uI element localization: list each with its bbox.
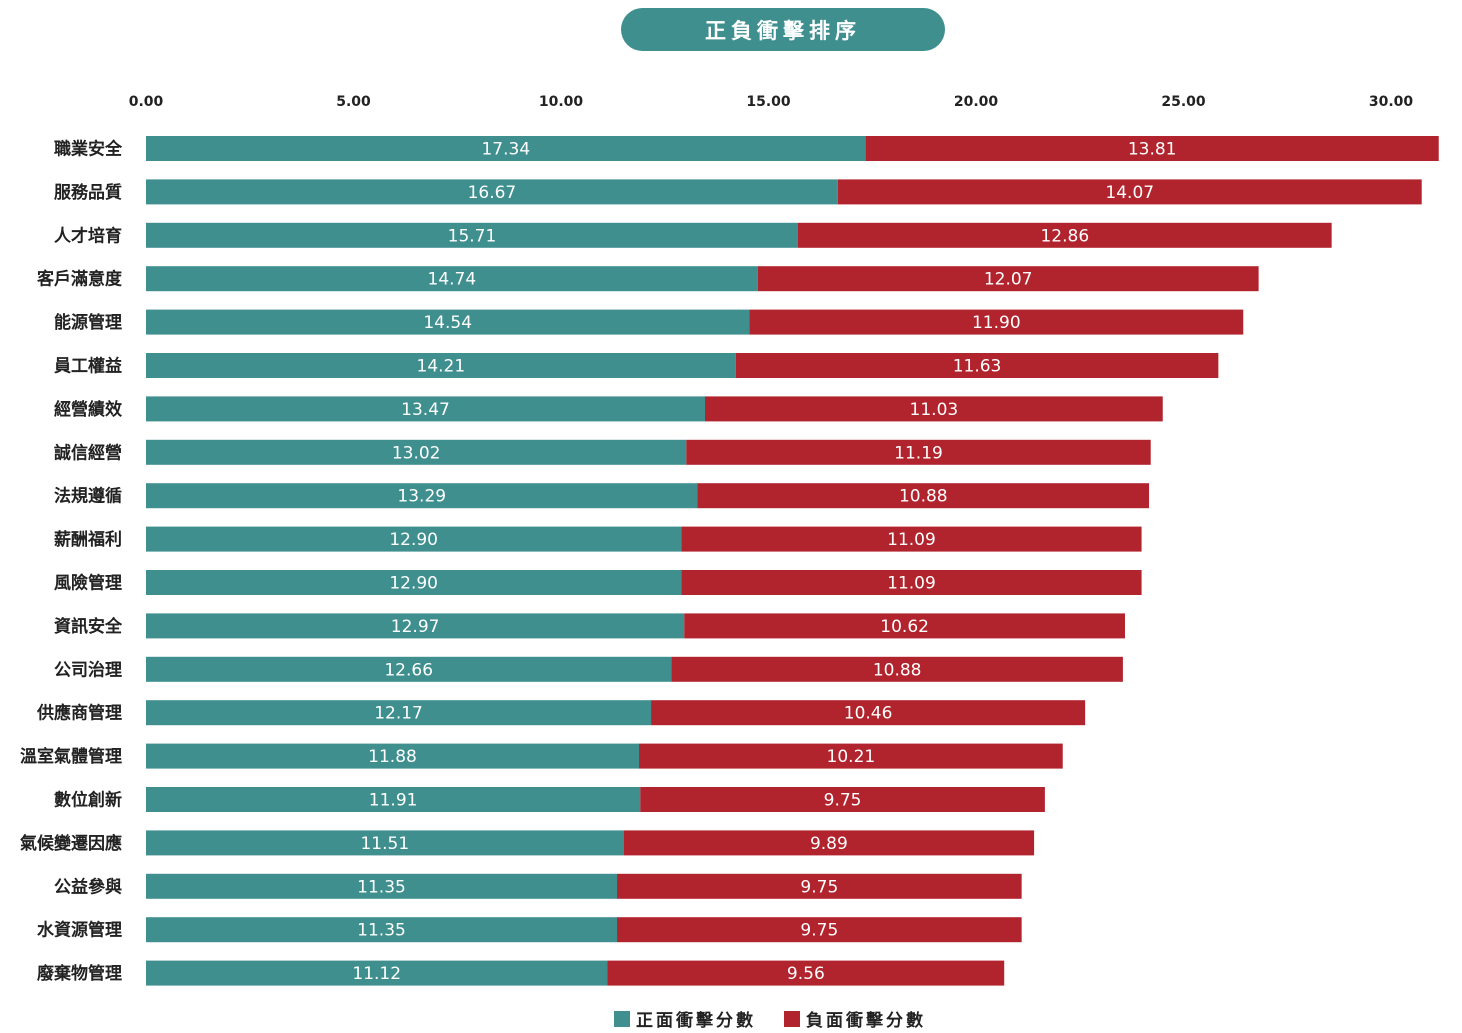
legend-swatch-negative [784, 1011, 800, 1027]
category-label: 公益參與 [54, 876, 122, 897]
data-label-negative: 9.89 [810, 834, 848, 854]
legend-label-negative: 負面衝擊分數 [806, 1006, 926, 1031]
data-label-negative: 10.46 [844, 704, 893, 724]
data-label-positive: 12.66 [384, 660, 433, 680]
category-label: 風險管理 [54, 573, 122, 594]
data-label-negative: 11.19 [894, 443, 943, 463]
category-label: 供應商管理 [36, 703, 122, 724]
stacked-bar-chart: 0.00 5.00 10.00 15.00 20.00 25.00 30.00 職業安全 17.… [0, 0, 1462, 1033]
data-label-negative: 9.56 [787, 964, 825, 984]
data-label-negative: 10.21 [827, 747, 876, 767]
data-label-negative: 14.07 [1105, 183, 1154, 203]
data-label-positive: 17.34 [481, 140, 530, 160]
data-label-negative: 10.88 [899, 487, 948, 507]
data-label-negative: 11.90 [972, 313, 1021, 333]
data-label-positive: 12.97 [391, 617, 440, 637]
x-tick-label: 10.00 [539, 94, 584, 110]
category-label: 員工權益 [53, 356, 122, 377]
data-label-negative: 12.07 [984, 270, 1033, 290]
category-label: 經營績效 [54, 399, 122, 420]
data-label-negative: 13.81 [1128, 140, 1177, 160]
category-label: 氣候變遷因應 [20, 833, 122, 854]
category-label: 薪酬福利 [54, 529, 122, 550]
data-label-positive: 13.29 [397, 487, 446, 507]
category-label: 法規遵循 [54, 486, 122, 507]
data-label-positive: 16.67 [468, 183, 517, 203]
category-label: 職業安全 [54, 139, 123, 160]
category-label: 公司治理 [54, 659, 122, 680]
data-label-positive: 12.17 [374, 704, 423, 724]
legend-item-positive: 正面衝擊分數 [614, 1006, 756, 1031]
data-label-positive: 11.51 [360, 834, 409, 854]
x-tick-label: 0.00 [129, 94, 164, 110]
legend-item-negative: 負面衝擊分數 [784, 1006, 926, 1031]
x-tick-label: 5.00 [336, 94, 371, 110]
data-label-positive: 13.02 [392, 443, 441, 463]
legend-label-positive: 正面衝擊分數 [636, 1006, 756, 1031]
legend: 正面衝擊分數 負面衝擊分數 [614, 1006, 954, 1031]
data-label-positive: 11.35 [357, 877, 406, 897]
x-tick-label: 15.00 [746, 94, 791, 110]
data-label-positive: 14.74 [428, 270, 477, 290]
category-label: 數位創新 [54, 790, 122, 811]
data-label-positive: 12.90 [389, 574, 438, 594]
category-label: 人才培育 [54, 225, 122, 246]
data-label-positive: 11.35 [357, 921, 406, 941]
data-label-negative: 11.03 [910, 400, 959, 420]
x-tick-label: 20.00 [954, 94, 999, 110]
category-label: 客戶滿意度 [36, 269, 123, 290]
data-label-positive: 12.90 [389, 530, 438, 550]
legend-swatch-positive [614, 1011, 630, 1027]
data-label-negative: 9.75 [824, 791, 862, 811]
data-label-positive: 11.12 [352, 964, 401, 984]
category-label: 服務品質 [54, 182, 122, 203]
data-label-positive: 11.91 [369, 791, 418, 811]
data-label-negative: 11.09 [887, 530, 936, 550]
data-label-negative: 9.75 [800, 877, 838, 897]
category-label: 資訊安全 [54, 616, 123, 637]
category-label: 能源管理 [54, 312, 122, 333]
data-label-positive: 14.21 [417, 357, 466, 377]
data-label-negative: 10.62 [880, 617, 929, 637]
data-label-positive: 14.54 [423, 313, 472, 333]
data-label-negative: 12.86 [1040, 226, 1089, 246]
category-label: 溫室氣體管理 [20, 746, 122, 767]
data-label-negative: 11.63 [953, 357, 1002, 377]
category-label: 廢棄物管理 [37, 963, 122, 984]
data-label-negative: 11.09 [887, 574, 936, 594]
data-label-positive: 15.71 [448, 226, 497, 246]
category-label: 誠信經營 [54, 442, 122, 463]
data-label-positive: 13.47 [401, 400, 450, 420]
data-label-positive: 11.88 [368, 747, 417, 767]
x-tick-label: 25.00 [1161, 94, 1206, 110]
category-label: 水資源管理 [37, 920, 122, 941]
data-label-negative: 9.75 [800, 921, 838, 941]
data-label-negative: 10.88 [873, 660, 922, 680]
x-tick-label: 30.00 [1369, 94, 1414, 110]
